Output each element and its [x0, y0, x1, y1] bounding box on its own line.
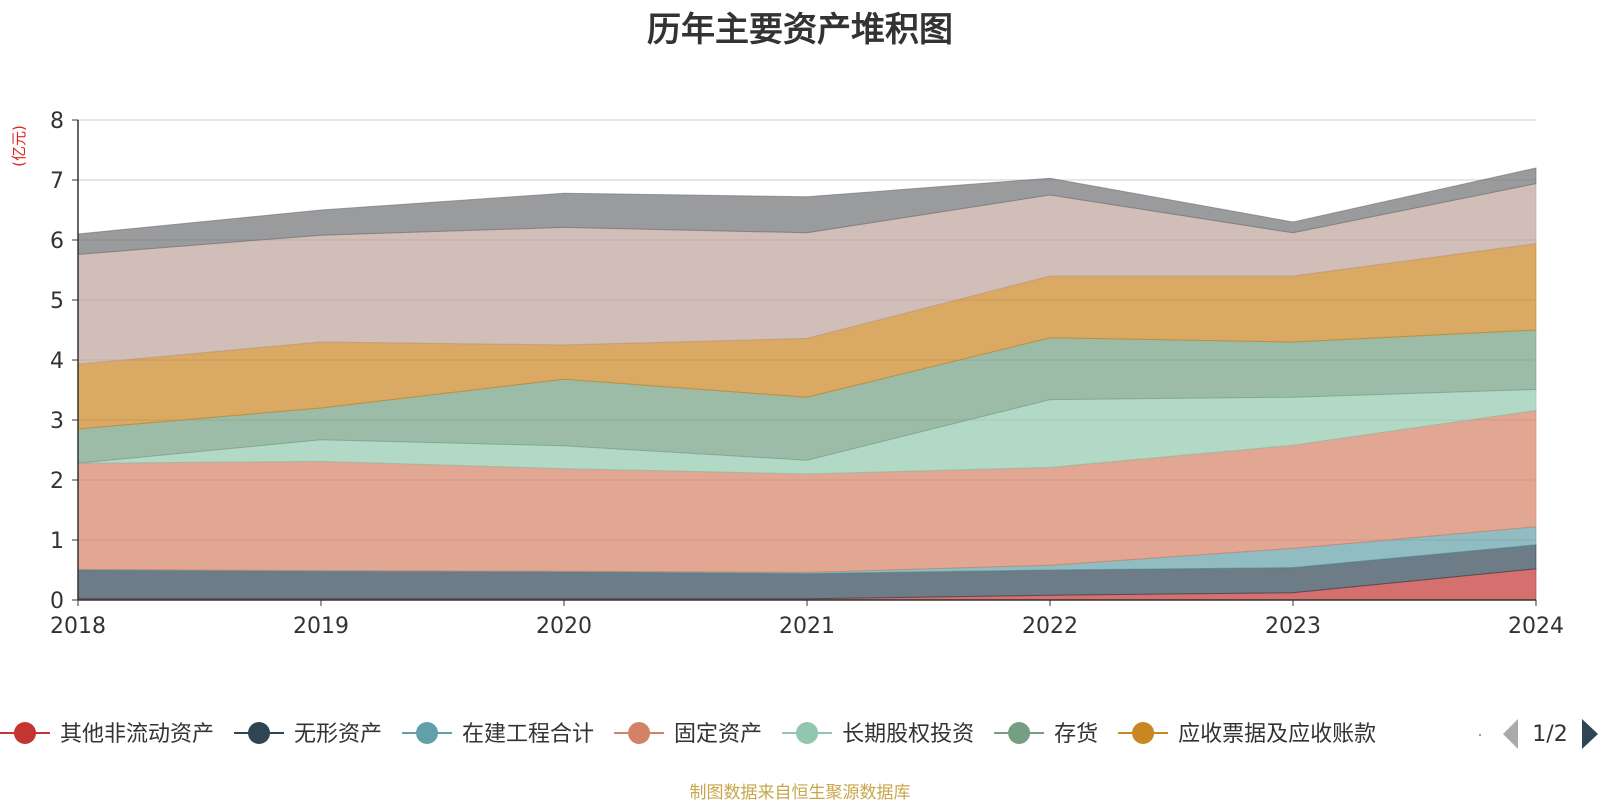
x-tick-label: 2024 [1508, 614, 1564, 639]
y-tick-label: 8 [50, 109, 64, 134]
chart-title: 历年主要资产堆积图 [647, 10, 953, 50]
x-tick-label: 2020 [536, 614, 592, 639]
y-tick-label: 0 [50, 589, 64, 614]
y-tick-label: 6 [50, 229, 64, 254]
y-axis-unit-label: (亿元) [10, 125, 28, 167]
axis-layer: 0 1 2 3 4 5 6 7 8 2018 2019 2020 2021 2022 2023 2024 (亿元… [10, 109, 1564, 639]
x-tick-label: 2019 [293, 614, 349, 639]
x-tick-label: 2018 [50, 614, 106, 639]
y-tick-label: 1 [50, 529, 64, 554]
legend-marker-icon [416, 722, 439, 744]
legend: 其他非流动资产 无形资产 在建工程合计 固定资产 长期股权投资 存货 应收票据及应收账款 1/… [0, 719, 1598, 749]
legend-label: 存货 [1054, 722, 1098, 747]
legend-marker-icon [1132, 722, 1155, 744]
legend-item[interactable]: 固定资产 [614, 722, 762, 747]
y-tick-label: 3 [50, 409, 64, 434]
legend-item[interactable]: 其他非流动资产 [0, 722, 214, 747]
legend-item[interactable]: 长期股权投资 [782, 722, 974, 747]
legend-ellipsis-dot [1478, 733, 1482, 737]
legend-label: 无形资产 [294, 722, 382, 747]
legend-item[interactable]: 存货 [994, 722, 1098, 747]
legend-marker-icon [14, 722, 36, 744]
legend-item[interactable]: 应收票据及应收账款 [1118, 722, 1376, 747]
legend-item[interactable]: 无形资产 [234, 722, 382, 747]
legend-marker-icon [248, 722, 271, 744]
y-tick-label: 7 [50, 169, 64, 194]
x-tick-label: 2023 [1265, 614, 1321, 639]
legend-label: 固定资产 [674, 722, 762, 747]
legend-page-indicator: 1/2 [1532, 722, 1567, 747]
legend-marker-icon [796, 722, 819, 744]
y-tick-label: 4 [50, 349, 64, 374]
legend-marker-icon [1008, 722, 1031, 744]
triangle-left-icon[interactable] [1503, 719, 1518, 749]
triangle-right-icon[interactable] [1582, 719, 1598, 749]
legend-label: 长期股权投资 [842, 722, 974, 747]
legend-label: 在建工程合计 [462, 722, 594, 747]
source-note: 制图数据来自恒生聚源数据库 [689, 783, 911, 803]
x-tick-label: 2021 [779, 614, 835, 639]
y-tick-label: 5 [50, 289, 64, 314]
area-layer [77, 167, 1537, 601]
legend-marker-icon [628, 722, 651, 744]
legend-item[interactable]: 在建工程合计 [402, 722, 594, 747]
y-tick-label: 2 [50, 469, 64, 494]
series-area [77, 167, 1537, 255]
legend-label: 其他非流动资产 [60, 722, 214, 747]
x-tick-label: 2022 [1022, 614, 1078, 639]
legend-label: 应收票据及应收账款 [1178, 722, 1376, 747]
